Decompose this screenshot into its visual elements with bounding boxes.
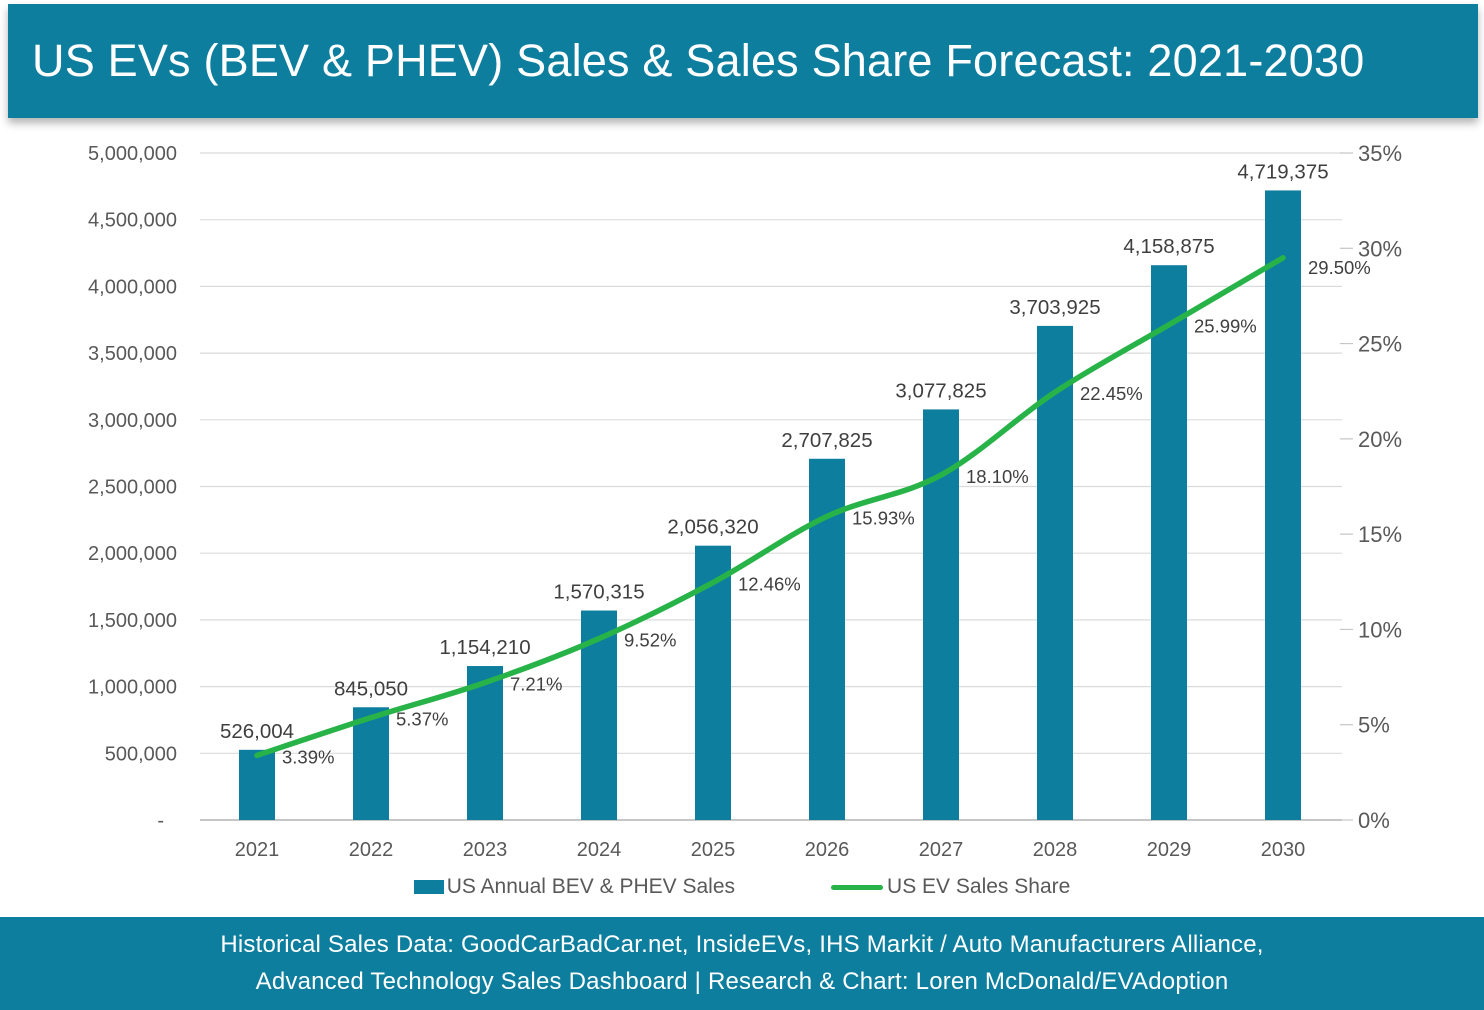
left-axis-tick-label: 4,000,000 [88,276,177,298]
left-axis-tick-label: 5,000,000 [88,143,177,165]
right-axis-tick-label: 15% [1358,522,1402,547]
x-axis-category-label: 2030 [1261,839,1306,861]
bar-value-label: 526,004 [220,720,294,743]
x-axis-category-label: 2028 [1033,839,1078,861]
left-axis-tick-label: 1,000,000 [88,677,177,699]
bar-2029 [1151,265,1187,821]
bar-value-label: 3,077,825 [895,379,986,402]
bar-2021 [239,749,275,820]
title-bar: US EVs (BEV & PHEV) Sales & Sales Share … [8,4,1478,118]
left-axis-tick-label: 3,000,000 [88,410,177,432]
left-axis-tick-label: 4,500,000 [88,210,177,232]
right-axis-tick-label: 0% [1358,808,1390,833]
share-point-label: 18.10% [966,466,1029,487]
bar-2027 [923,409,959,820]
share-point-label: 5.37% [396,709,448,730]
share-point-label: 22.45% [1080,383,1143,404]
left-axis-tick-label: 2,000,000 [88,543,177,565]
x-axis-category-label: 2021 [235,839,280,861]
source-line-2: Advanced Technology Sales Dashboard | Re… [255,968,1229,995]
legend-item-ev-sales-share: US EV Sales Share [831,875,1070,899]
right-axis-tick-label: 25% [1358,332,1402,357]
x-axis-category-label: 2029 [1147,839,1192,861]
right-axis-tick-label: 35% [1358,141,1402,166]
share-point-label: 12.46% [738,574,801,595]
ev-sales-share-line [254,255,1286,759]
bar-2022 [353,707,389,820]
legend-item-bev-phev-sales: US Annual BEV & PHEV Sales [413,875,736,899]
bar-2023 [467,666,503,820]
share-point-label: 25.99% [1194,316,1257,337]
share-point-label: 3.39% [282,746,334,767]
chart-legend: US Annual BEV & PHEV Sales US EV Sales S… [0,866,1484,908]
bar-value-label: 4,719,375 [1237,160,1328,183]
right-axis-ticks [1340,152,1353,821]
page-title: US EVs (BEV & PHEV) Sales & Sales Share … [32,35,1365,86]
bar-2028 [1037,325,1073,820]
right-axis-labels: 0% 5% 10% 15% 20% 25% 30% 35% [1358,141,1402,833]
share-point-labels: 3.39% 5.37% 7.21% 9.52% 12.46% 15.93% 18.10% 22… [282,257,1371,768]
bar-series [239,190,1301,821]
x-axis-category-label: 2026 [805,839,850,861]
legend-label-line: US EV Sales Share [887,875,1071,898]
share-point-label: 9.52% [624,630,676,651]
bar-value-label: 3,703,925 [1009,296,1100,319]
x-axis-category-label: 2022 [349,839,394,861]
source-line-1: Historical Sales Data: GoodCarBadCar.net… [220,931,1264,958]
share-point-label: 7.21% [510,674,562,695]
line-series-swatch-icon [831,884,884,890]
bar-value-label: 4,158,875 [1123,235,1214,258]
left-axis-labels: - 500,000 1,000,000 1,500,000 2,000,000 2,500… [88,143,177,832]
bar-value-label: 1,154,210 [439,636,530,659]
x-axis-category-label: 2027 [919,839,964,861]
bar-value-label: 845,050 [334,677,408,700]
bar-value-label: 2,707,825 [781,429,872,452]
sales-forecast-chart: 526,004 845,050 1,154,210 1,570,315 2,056,32… [88,141,1402,861]
x-axis-category-label: 2025 [691,839,736,861]
x-axis-category-label: 2023 [463,839,508,861]
right-axis-tick-label: 20% [1358,427,1402,452]
x-axis-labels: 2021 2022 2023 2024 2025 2026 2027 2028 2029 2030 [235,839,1306,861]
share-point-label: 29.50% [1308,257,1371,278]
bar-series-swatch-icon [413,880,444,894]
right-axis-tick-label: 30% [1358,236,1402,261]
x-axis-category-label: 2024 [577,839,622,861]
source-footer-bar: Historical Sales Data: GoodCarBadCar.net… [0,917,1484,1010]
left-axis-tick-label: 1,500,000 [88,610,177,632]
right-axis-tick-label: 10% [1358,617,1402,642]
sales-share-line [254,255,1286,759]
bar-value-label: 1,570,315 [553,581,644,604]
left-axis-tick-label: - [157,810,164,832]
bar-2030 [1265,190,1301,821]
left-axis-tick-label: 3,500,000 [88,343,177,365]
bar-value-label: 2,056,320 [667,516,758,539]
right-axis-tick-label: 5% [1358,713,1390,738]
share-point-label: 15.93% [852,507,915,528]
left-axis-tick-label: 2,500,000 [88,477,177,499]
bar-value-labels: 526,004 845,050 1,154,210 1,570,315 2,056,32… [220,160,1329,742]
legend-label-bar: US Annual BEV & PHEV Sales [446,875,736,898]
gridlines [200,152,1342,821]
left-axis-tick-label: 500,000 [105,743,177,765]
